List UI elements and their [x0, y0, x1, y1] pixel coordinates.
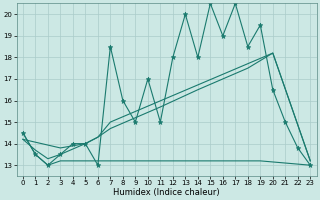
X-axis label: Humidex (Indice chaleur): Humidex (Indice chaleur) — [113, 188, 220, 197]
